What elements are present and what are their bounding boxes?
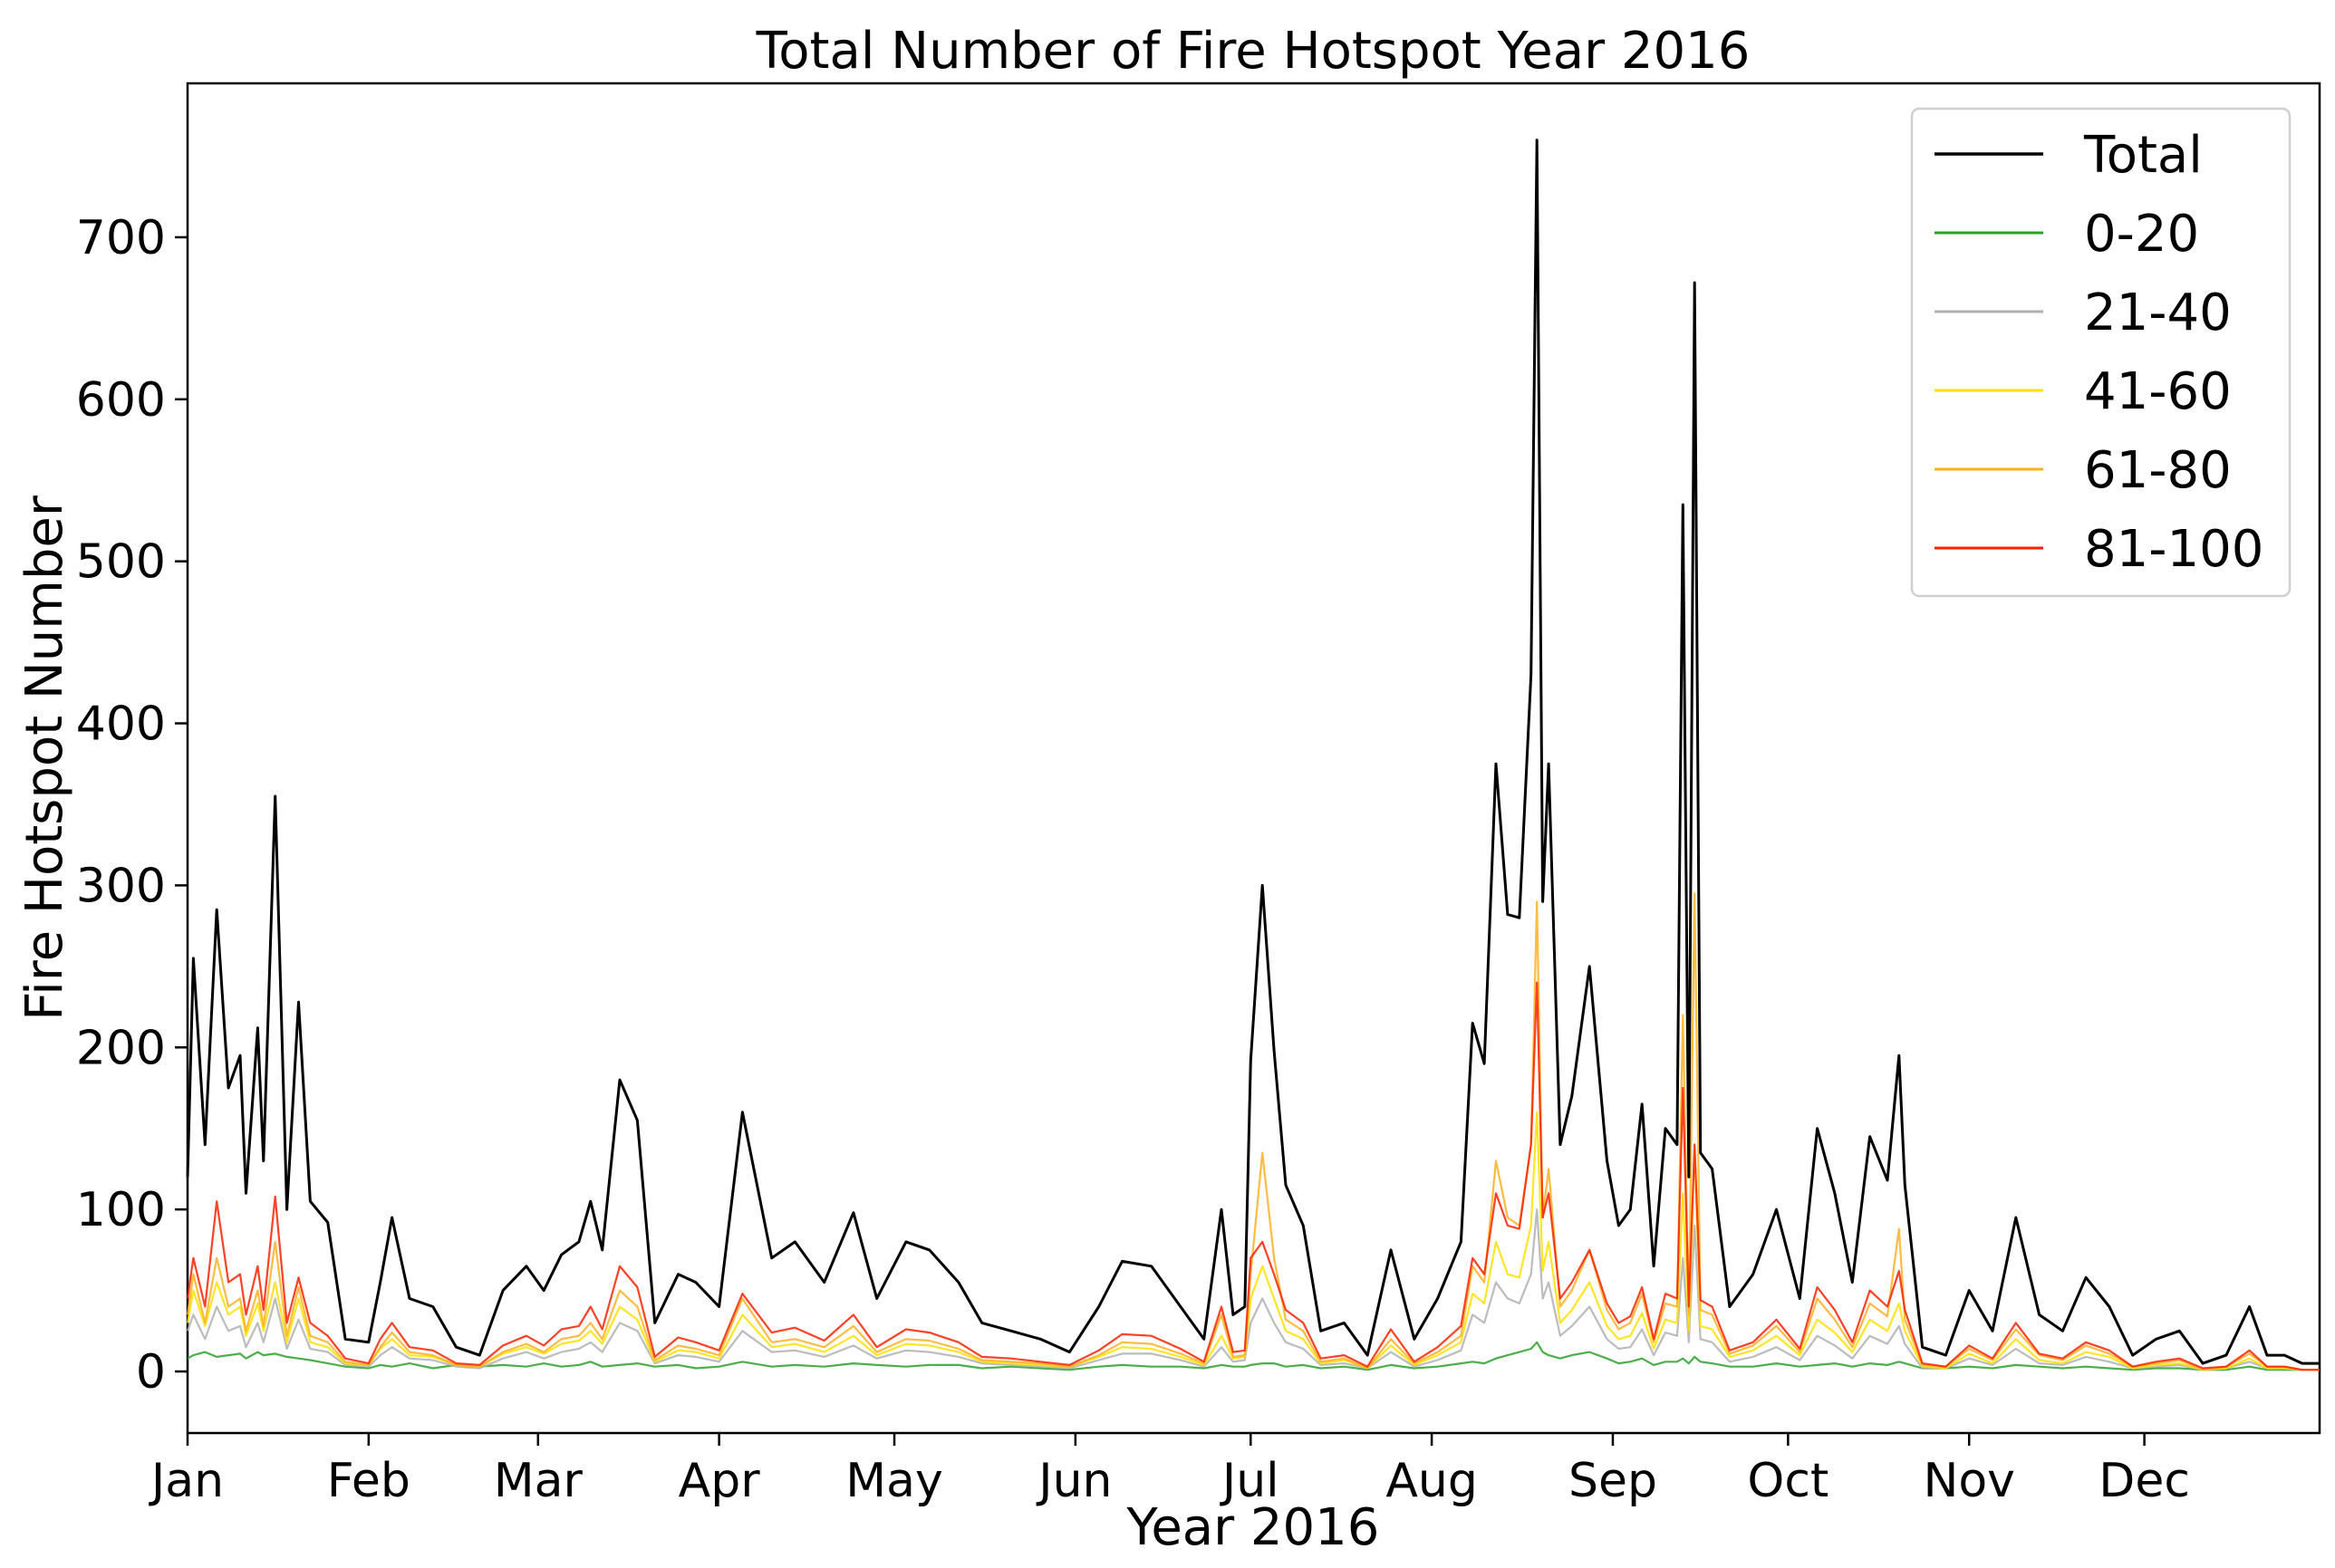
- y-axis-ticks: 0 100 200 300 400 500 600 700: [76, 211, 188, 1400]
- series-line-21-40: [186, 1208, 2320, 1371]
- y-tick-label: 400: [76, 697, 166, 752]
- x-tick-label: Mar: [494, 1454, 584, 1508]
- x-tick-label: Jun: [1036, 1454, 1112, 1508]
- legend-label: 81-100: [2084, 520, 2263, 579]
- series-line-81-100: [186, 981, 2320, 1371]
- x-tick-label: May: [845, 1454, 943, 1508]
- legend-label: 61-80: [2084, 441, 2232, 500]
- x-tick-label: Aug: [1385, 1454, 1478, 1508]
- x-tick-label: Apr: [679, 1454, 761, 1508]
- x-axis-label: Year 2016: [1126, 1498, 1380, 1557]
- x-axis-ticks: Jan Feb Mar Apr May Jun Jul Aug Sep Oct Nov Dec: [149, 1433, 2190, 1508]
- x-tick-label: Jan: [149, 1454, 224, 1508]
- y-tick-label: 700: [76, 211, 166, 265]
- y-tick-label: 0: [136, 1345, 166, 1400]
- plot-frame: [186, 82, 2321, 1435]
- x-tick-label: Dec: [2099, 1454, 2190, 1508]
- y-tick-label: 600: [76, 373, 166, 428]
- x-tick-label: Jul: [1220, 1454, 1279, 1508]
- chart-title: Total Number of Fire Hotspot Year 2016: [756, 22, 1751, 81]
- x-tick-label: Sep: [1568, 1454, 1657, 1508]
- y-tick-label: 100: [76, 1183, 166, 1237]
- x-tick-label: Feb: [327, 1454, 410, 1508]
- y-tick-label: 200: [76, 1021, 166, 1075]
- y-tick-label: 500: [76, 535, 166, 590]
- legend: Total 0-20 21-40 41-60 61-80 81-100: [1910, 107, 2292, 598]
- legend-label: 41-60: [2084, 362, 2232, 421]
- legend-label: Total: [2083, 126, 2203, 185]
- legend-label: 0-20: [2084, 205, 2199, 264]
- series-line-total: [186, 139, 2320, 1365]
- y-tick-label: 300: [76, 859, 166, 913]
- series-layer: [186, 139, 2320, 1371]
- legend-label: 21-40: [2084, 284, 2232, 342]
- x-tick-label: Nov: [1923, 1454, 2015, 1508]
- y-axis-label: Fire Hotspot Number: [15, 495, 74, 1021]
- legend-box: [1910, 107, 2292, 598]
- x-tick-label: Oct: [1747, 1454, 1828, 1508]
- series-line-61-80: [186, 892, 2320, 1371]
